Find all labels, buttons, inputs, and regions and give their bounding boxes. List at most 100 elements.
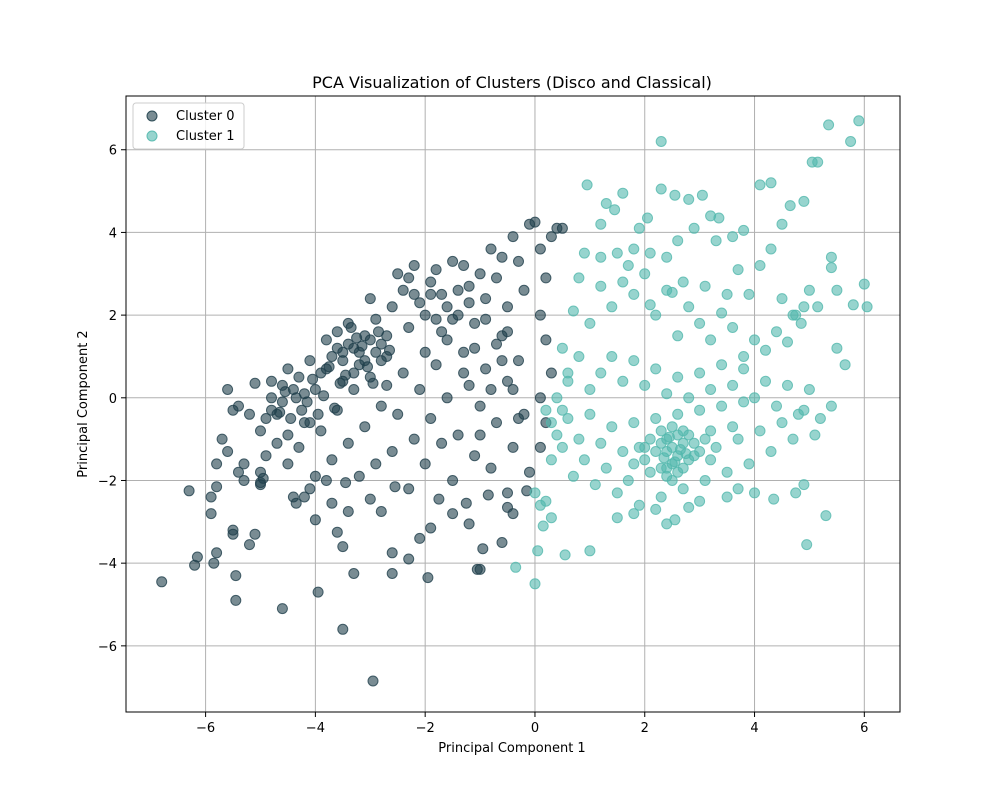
scatter-point-cluster-1 <box>534 499 546 511</box>
scatter-point-cluster-0 <box>370 346 382 358</box>
scatter-point-cluster-1 <box>628 508 640 520</box>
scatter-point-cluster-1 <box>669 514 681 526</box>
scatter-point-cluster-1 <box>710 441 722 453</box>
scatter-point-cluster-1 <box>556 441 568 453</box>
scatter-point-cluster-1 <box>628 288 640 300</box>
scatter-point-cluster-1 <box>595 437 607 449</box>
scatter-point-cluster-0 <box>156 576 168 588</box>
scatter-point-cluster-0 <box>507 384 519 395</box>
scatter-point-cluster-1 <box>666 286 678 298</box>
scatter-point-cluster-0 <box>337 541 349 553</box>
scatter-point-cluster-0 <box>463 379 475 391</box>
scatter-point-cluster-1 <box>721 466 733 478</box>
scatter-point-cluster-0 <box>323 361 335 373</box>
legend-marker-cluster-1 <box>146 130 158 142</box>
scatter-point-cluster-0 <box>282 429 294 441</box>
scatter-point-cluster-1 <box>760 375 771 387</box>
scatter-point-cluster-0 <box>474 268 486 280</box>
scatter-point-cluster-0 <box>375 506 387 517</box>
scatter-point-cluster-1 <box>573 433 585 445</box>
scatter-point-cluster-1 <box>683 501 695 513</box>
scatter-point-cluster-1 <box>683 454 695 466</box>
scatter-point-cluster-1 <box>595 367 607 379</box>
scatter-point-cluster-0 <box>244 408 255 420</box>
scatter-point-cluster-0 <box>463 518 475 530</box>
scatter-point-cluster-1 <box>790 487 802 499</box>
scatter-point-cluster-1 <box>677 462 689 474</box>
scatter-point-cluster-0 <box>301 396 313 408</box>
scatter-point-cluster-1 <box>795 317 807 329</box>
scatter-point-cluster-0 <box>408 288 420 300</box>
legend-box <box>132 102 245 150</box>
legend-label-cluster-1: Cluster 1 <box>176 129 235 144</box>
scatter-point-cluster-0 <box>285 413 297 424</box>
scatter-point-cluster-1 <box>633 499 645 511</box>
scatter-point-cluster-0 <box>279 386 291 398</box>
data-points <box>156 115 873 687</box>
scatter-point-cluster-1 <box>694 495 706 507</box>
series-cluster-0 <box>156 216 568 687</box>
scatter-point-cluster-0 <box>403 272 415 284</box>
scatter-point-cluster-0 <box>296 404 308 416</box>
x-tick-label: 4 <box>750 721 758 736</box>
scatter-point-cluster-1 <box>754 425 766 437</box>
scatter-point-cluster-0 <box>408 433 420 445</box>
scatter-point-cluster-0 <box>326 454 338 466</box>
scatter-point-cluster-0 <box>276 396 288 408</box>
scatter-point-cluster-1 <box>705 384 717 395</box>
scatter-point-cluster-0 <box>375 355 387 367</box>
scatter-point-cluster-0 <box>249 377 261 389</box>
scatter-point-cluster-1 <box>831 342 843 354</box>
scatter-point-cluster-0 <box>312 586 324 598</box>
scatter-point-cluster-0 <box>447 255 459 267</box>
scatter-point-cluster-1 <box>642 212 653 224</box>
scatter-point-cluster-1 <box>694 404 706 416</box>
scatter-point-cluster-1 <box>858 278 870 290</box>
scatter-point-cluster-0 <box>307 373 319 385</box>
scatter-point-cluster-0 <box>392 408 404 420</box>
scatter-point-cluster-0 <box>447 313 459 325</box>
y-tick-label: −4 <box>98 557 117 572</box>
scatter-point-cluster-0 <box>276 603 288 615</box>
scatter-point-cluster-1 <box>606 301 618 313</box>
scatter-point-cluster-0 <box>370 458 382 470</box>
scatter-point-cluster-1 <box>771 400 782 412</box>
plot-area-frame <box>125 95 901 713</box>
scatter-point-cluster-0 <box>496 355 508 367</box>
scatter-point-cluster-1 <box>831 284 843 296</box>
scatter-point-cluster-1 <box>738 396 750 408</box>
scatter-point-cluster-0 <box>320 475 332 486</box>
legend-label-cluster-0: Cluster 0 <box>176 109 235 124</box>
scatter-point-cluster-0 <box>337 623 349 635</box>
scatter-point-cluster-0 <box>320 334 332 346</box>
y-tick-label: −2 <box>98 474 117 489</box>
scatter-point-cluster-1 <box>644 299 656 311</box>
scatter-point-cluster-1 <box>776 218 788 230</box>
scatter-point-cluster-0 <box>502 375 513 387</box>
scatter-point-cluster-0 <box>205 491 217 503</box>
scatter-point-cluster-0 <box>367 675 379 687</box>
scatter-point-cluster-1 <box>578 454 590 466</box>
scatter-point-cluster-1 <box>683 301 695 313</box>
scatter-point-cluster-1 <box>669 456 681 468</box>
scatter-point-cluster-0 <box>507 441 519 453</box>
scatter-point-cluster-0 <box>477 543 489 555</box>
scatter-point-cluster-0 <box>386 301 398 313</box>
y-tick-label: 0 <box>109 392 117 407</box>
scatter-point-cluster-1 <box>650 413 662 424</box>
scatter-point-cluster-0 <box>403 553 415 565</box>
scatter-point-cluster-1 <box>727 322 739 333</box>
scatter-point-cluster-0 <box>222 384 234 395</box>
scatter-point-cluster-1 <box>567 305 579 317</box>
scatter-point-cluster-1 <box>823 119 835 131</box>
y-tick-label: −6 <box>98 640 117 655</box>
scatter-point-cluster-0 <box>458 260 470 271</box>
scatter-point-cluster-1 <box>529 487 541 499</box>
scatter-point-cluster-1 <box>658 452 670 464</box>
scatter-point-cluster-1 <box>683 193 695 205</box>
scatter-point-cluster-1 <box>765 243 777 255</box>
scatter-point-cluster-1 <box>644 433 656 445</box>
scatter-point-cluster-0 <box>260 450 272 462</box>
scatter-point-cluster-0 <box>534 441 546 453</box>
